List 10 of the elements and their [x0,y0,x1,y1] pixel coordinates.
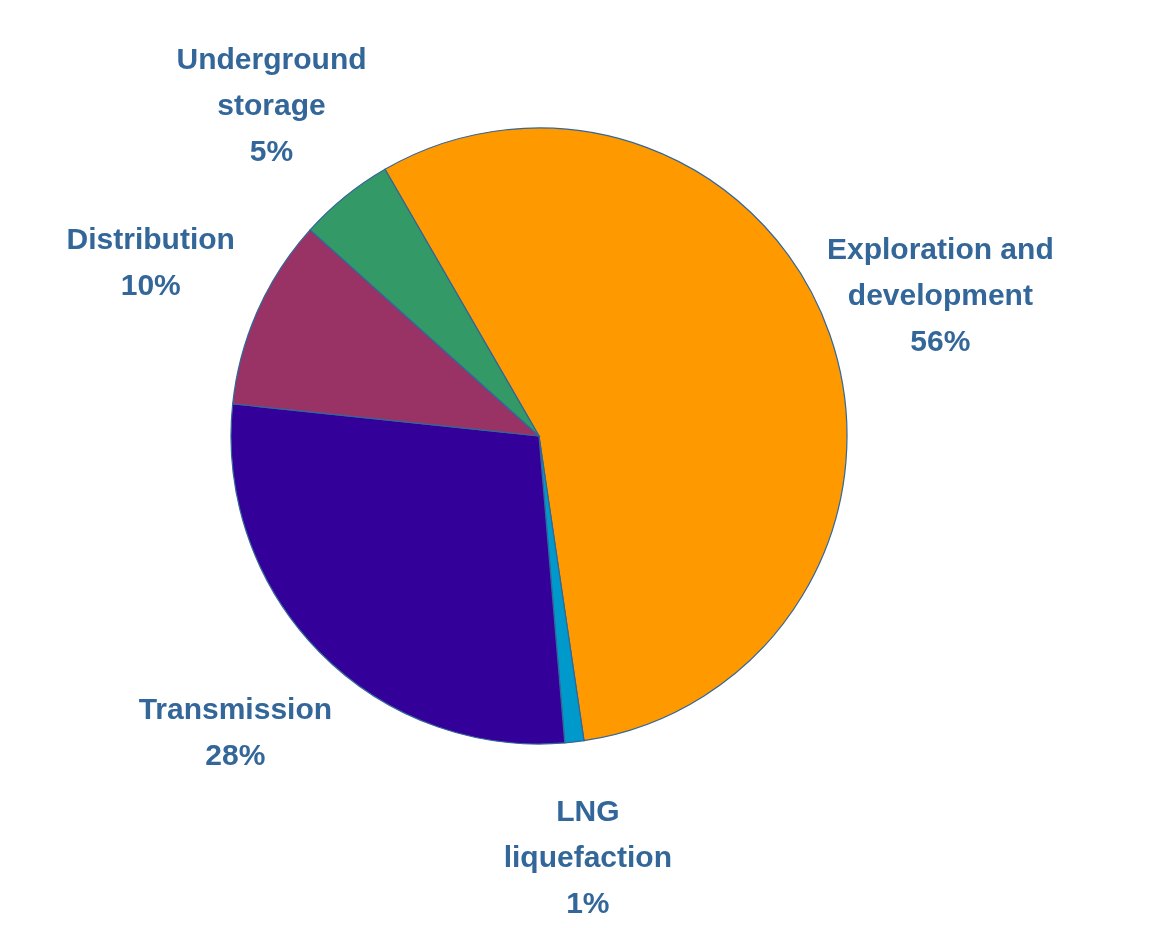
data-label: 28% [205,738,266,772]
slice-label: Transmission [138,692,333,726]
slice-label: LNG liquefaction [503,794,673,874]
slice-label: Distribution [66,222,235,256]
data-label: 1% [566,886,610,920]
data-label: 5% [249,133,294,167]
slice-label: Underground storage [176,41,367,121]
slice-label: Exploration and development [827,232,1054,312]
data-label: 56% [910,324,971,358]
data-label: 10% [120,268,181,302]
